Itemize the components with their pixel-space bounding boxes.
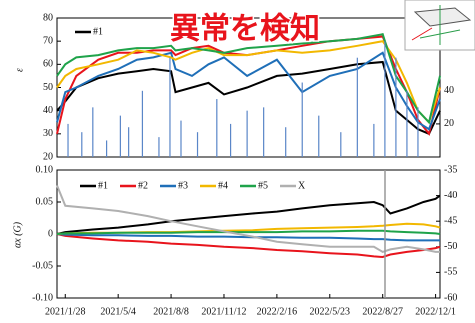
bar xyxy=(263,107,265,157)
y-tick-label: 40 xyxy=(43,105,53,116)
y2-tick-label: -40 xyxy=(444,190,457,201)
y-tick-label: 0 xyxy=(48,228,53,239)
bar xyxy=(81,132,83,157)
y2-tick-label: -55 xyxy=(444,267,457,278)
x-tick-label: 2022/5/23 xyxy=(310,306,351,317)
bottom-frame xyxy=(56,169,441,299)
y-tick-label: 30 xyxy=(43,128,53,139)
bar xyxy=(318,115,320,157)
y-tick-label: 70 xyxy=(43,35,53,46)
series-line xyxy=(56,40,441,125)
bar xyxy=(301,82,303,157)
x-tick-label: 2021/1/28 xyxy=(45,306,86,317)
bar xyxy=(373,123,375,157)
y-tick-label: 20 xyxy=(43,151,53,162)
x-tick-label: 2022/2/16 xyxy=(257,306,298,317)
y2-tick-label: -45 xyxy=(444,215,457,226)
bar xyxy=(246,110,248,157)
bar xyxy=(417,107,419,157)
bar xyxy=(406,90,408,157)
y-tick-label: 0.05 xyxy=(36,196,54,207)
y2-tick-label: 20 xyxy=(444,118,454,129)
bar xyxy=(229,123,232,157)
annotation: 異常を検知 xyxy=(170,12,320,47)
y2-tick-label: -35 xyxy=(444,164,457,175)
x-tick-label: 2021/11/12 xyxy=(201,306,246,317)
y-axis-label: ε xyxy=(14,68,25,72)
bar xyxy=(92,107,94,157)
x-tick-label: 2022/12/1 xyxy=(415,306,456,317)
legend-label: X xyxy=(298,180,306,191)
legend-label: #1 xyxy=(93,26,103,37)
x-tick-label: 2021/5/4 xyxy=(100,306,136,317)
bar xyxy=(105,140,108,157)
bar xyxy=(285,127,287,157)
y2-tick-label: 40 xyxy=(444,85,454,96)
series-line xyxy=(56,194,441,235)
series-line xyxy=(56,60,441,136)
bar xyxy=(119,115,121,157)
legend-label: #1 xyxy=(98,180,108,191)
bar xyxy=(395,57,397,157)
legend-label: #2 xyxy=(138,180,148,191)
legend-label: #5 xyxy=(258,180,268,191)
y2-tick-label: -60 xyxy=(444,292,457,303)
y-tick-label: -0.05 xyxy=(32,260,53,271)
y-tick-label: 50 xyxy=(43,82,53,93)
plot-layer: 20 30 40 50 60 70 80 20 40 #1 -0.10 -0.05 0 0.05 0.10 -… xyxy=(32,12,457,317)
bar xyxy=(196,132,199,157)
y-tick-label: 80 xyxy=(43,12,53,23)
y-tick-label: 60 xyxy=(43,59,53,70)
bar xyxy=(384,41,386,157)
bar xyxy=(356,57,358,157)
series-line xyxy=(56,229,441,235)
inset-diagram xyxy=(404,0,475,51)
series-line xyxy=(56,233,440,242)
bar xyxy=(141,90,144,157)
bar xyxy=(340,132,342,157)
bar xyxy=(158,137,160,157)
bar xyxy=(180,120,182,157)
y-tick-label: -0.10 xyxy=(32,292,53,303)
legend-label: #3 xyxy=(178,180,188,191)
x-tick-label: 2022/8/27 xyxy=(362,306,403,317)
series-line xyxy=(56,233,441,259)
series-line xyxy=(56,33,441,125)
bar xyxy=(67,123,69,157)
y-tick-label: 0.10 xyxy=(36,164,54,175)
bar xyxy=(128,127,130,157)
series-line xyxy=(56,51,441,131)
bar xyxy=(216,99,218,157)
legend-label: #4 xyxy=(218,180,228,191)
bar xyxy=(169,57,171,157)
y-axis-label: αx (G) xyxy=(12,221,23,248)
y2-tick-label: -50 xyxy=(444,241,457,252)
series-line xyxy=(56,185,440,253)
x-tick-label: 2021/8/8 xyxy=(153,306,189,317)
